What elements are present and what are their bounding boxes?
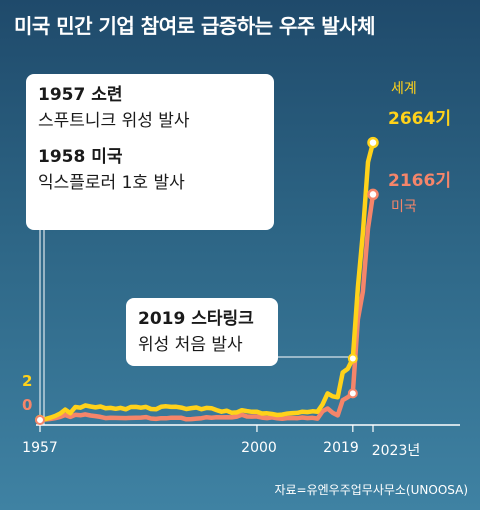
world-2019-point: [347, 353, 358, 364]
annotation-2-line2: 위성 처음 발사: [138, 335, 243, 355]
x-tick-2000: 2000: [241, 440, 277, 456]
chart-title: 미국 민간 기업 참여로 급증하는 우주 발사체: [14, 14, 375, 38]
annotation-1-line2: 스푸트니크 위성 발사: [38, 111, 190, 131]
us-start-point: [35, 415, 45, 425]
annotation-1-line1: 1957 소련: [38, 85, 123, 105]
world-series-line: [37, 140, 376, 423]
annotation-starlink: 2019 스타링크 위성 처음 발사: [126, 298, 278, 366]
annotation-early-launches: 1957 소련 스푸트니크 위성 발사 1958 미국 익스플로러 1호 발사: [26, 74, 274, 230]
us-end-point: [367, 188, 379, 201]
source-note: 자료=유엔우주업무사무소(UNOOSA): [274, 483, 468, 497]
annotation-1-line3: 1958 미국: [38, 147, 123, 167]
world-start-value: 2: [22, 372, 33, 390]
x-tick-2023: 2023년: [371, 443, 421, 459]
world-series-name: 세계: [391, 81, 417, 97]
x-tick-1957: 1957: [22, 440, 58, 456]
us-series-line: [37, 192, 376, 423]
annotation-1-line4: 익스플로러 1호 발사: [38, 173, 185, 193]
us-series-name: 미국: [391, 199, 417, 215]
us-2019-point: [347, 388, 358, 399]
us-end-value: 2166기: [388, 171, 451, 191]
annotation-2-line1: 2019 스타링크: [138, 309, 254, 329]
us-start-value: 0: [22, 396, 33, 414]
world-end-value: 2664기: [388, 109, 451, 129]
x-tick-2019: 2019: [323, 440, 359, 456]
world-end-point: [367, 136, 379, 149]
